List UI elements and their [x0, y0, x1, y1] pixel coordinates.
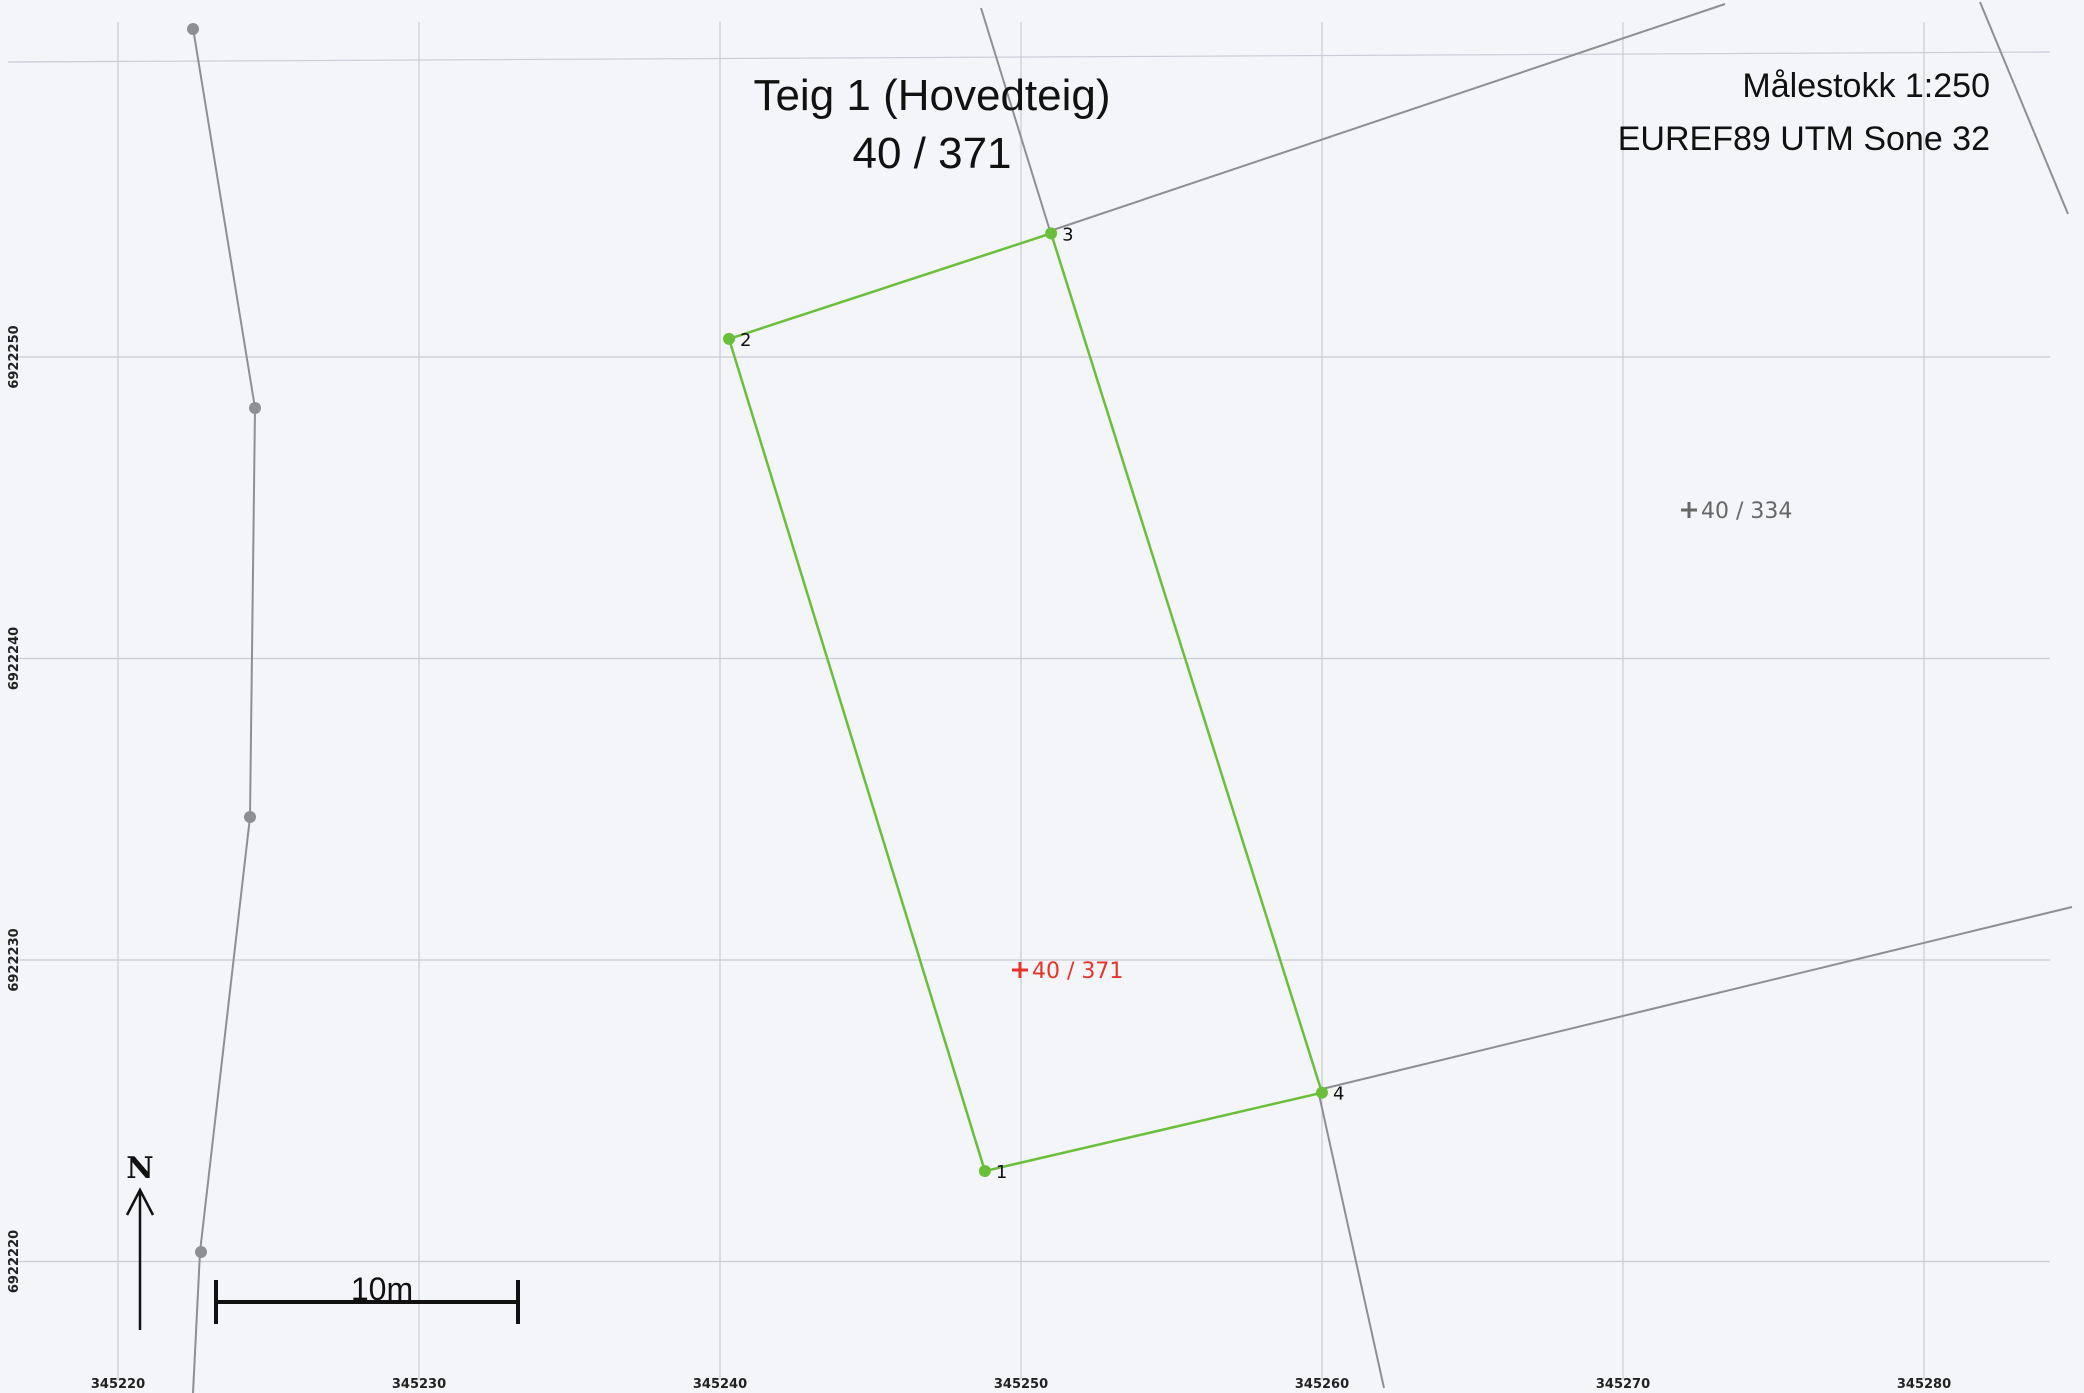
x-tick-label: 345230	[392, 1377, 446, 1392]
parcel-corner-point[interactable]	[1045, 227, 1058, 240]
current-parcel-label: 40 / 371	[1012, 959, 1123, 984]
map-title: Teig 1 (Hovedteig)	[753, 71, 1110, 120]
scale-bar	[214, 1280, 520, 1324]
x-tick-label: 345260	[1295, 1377, 1349, 1392]
north-east-line	[1979, 1, 2069, 215]
scale-text: Målestokk 1:250	[1742, 67, 1990, 105]
x-tick-label: 345250	[994, 1377, 1048, 1392]
north-boundary-line	[1049, 3, 1726, 232]
north-arrow: N	[125, 1151, 155, 1330]
x-tick-label: 345270	[1596, 1377, 1650, 1392]
scale-bar-label: 10m	[351, 1271, 413, 1307]
coordinate-grid: 345220 345230 345240 345250 345260 345270 3452…	[7, 22, 2051, 1392]
north-diagonal-line	[980, 7, 1051, 232]
y-tick-label: 6922250	[7, 325, 22, 388]
neighbour-vertices	[187, 23, 261, 1258]
svg-text:40 / 334: 40 / 334	[1701, 499, 1792, 524]
corner-number-label: 4	[1333, 1084, 1344, 1105]
boundary-vertex	[195, 1246, 207, 1258]
boundary-vertex	[244, 811, 256, 823]
neighbour-parcel-label: 40 / 334	[1681, 499, 1792, 524]
x-tick-label: 345220	[91, 1377, 145, 1392]
x-tick-label: 345280	[1897, 1377, 1951, 1392]
y-tick-label: 6922230	[7, 928, 22, 991]
corner-number-label: 1	[996, 1162, 1007, 1183]
north-arrow-icon	[125, 1187, 155, 1330]
y-tick-label: 6922240	[7, 627, 22, 690]
boundary-vertex	[249, 402, 261, 414]
parcel-40-371[interactable]: 1 2 3 4	[723, 224, 1344, 1183]
north-label: N	[126, 1151, 153, 1186]
parcel-corner-point[interactable]	[723, 332, 736, 345]
crs-text: EUREF89 UTM Sone 32	[1618, 120, 1990, 158]
south-boundary-line	[1317, 1089, 1385, 1389]
south-east-boundary-line	[1317, 906, 2073, 1091]
parcel-corner-point[interactable]	[978, 1165, 991, 1178]
y-tick-label: 6922220	[7, 1230, 22, 1293]
corner-number-label: 2	[740, 330, 751, 351]
x-tick-label: 345240	[693, 1377, 747, 1392]
corner-number-label: 3	[1062, 224, 1073, 245]
parcel-corner-point[interactable]	[1316, 1086, 1328, 1099]
grid-line-horizontal	[7, 51, 2051, 63]
plus-marker-icon	[1012, 962, 1028, 978]
boundary-vertex	[187, 23, 199, 35]
map-subtitle: 40 / 371	[852, 129, 1011, 178]
plus-marker-icon	[1681, 502, 1697, 518]
svg-text:40 / 371: 40 / 371	[1032, 959, 1123, 984]
